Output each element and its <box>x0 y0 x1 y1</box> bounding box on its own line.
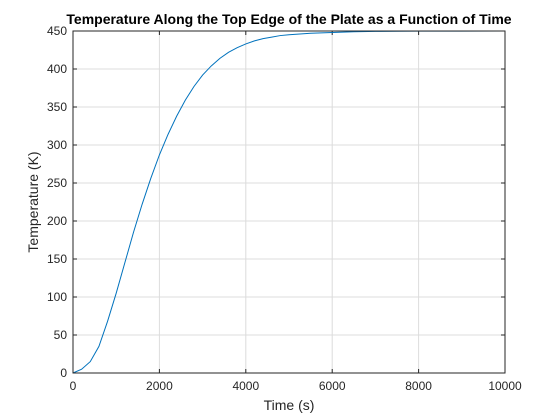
x-tick-label: 6000 <box>319 379 346 393</box>
x-axis-label: Time (s) <box>264 397 315 413</box>
x-tick-label: 4000 <box>232 379 259 393</box>
series-line <box>72 30 506 374</box>
x-tick-label: 8000 <box>405 379 432 393</box>
x-tick-label: 2000 <box>146 379 173 393</box>
y-tick-label: 150 <box>47 252 67 266</box>
chart-title: Temperature Along the Top Edge of the Pl… <box>66 11 511 27</box>
y-tick-label: 400 <box>47 62 67 76</box>
axes-box <box>72 30 506 374</box>
y-tick-label: 250 <box>47 176 67 190</box>
y-axis-ticks: 0 50 100 150 200 250 300 350 400 450 <box>47 24 505 380</box>
y-tick-label: 300 <box>47 138 67 152</box>
y-tick-label: 100 <box>47 290 67 304</box>
y-tick-label: 450 <box>47 24 67 38</box>
x-tick-label: 0 <box>70 379 77 393</box>
y-tick-label: 0 <box>60 366 67 380</box>
x-axis-ticks: 0 2000 4000 6000 8000 10000 <box>70 31 522 393</box>
y-tick-label: 350 <box>47 100 67 114</box>
x-tick-label: 10000 <box>488 379 522 393</box>
y-tick-label: 200 <box>47 214 67 228</box>
y-tick-label: 50 <box>54 328 68 342</box>
grid <box>72 30 506 374</box>
y-axis-label: Temperature (K) <box>25 151 41 252</box>
